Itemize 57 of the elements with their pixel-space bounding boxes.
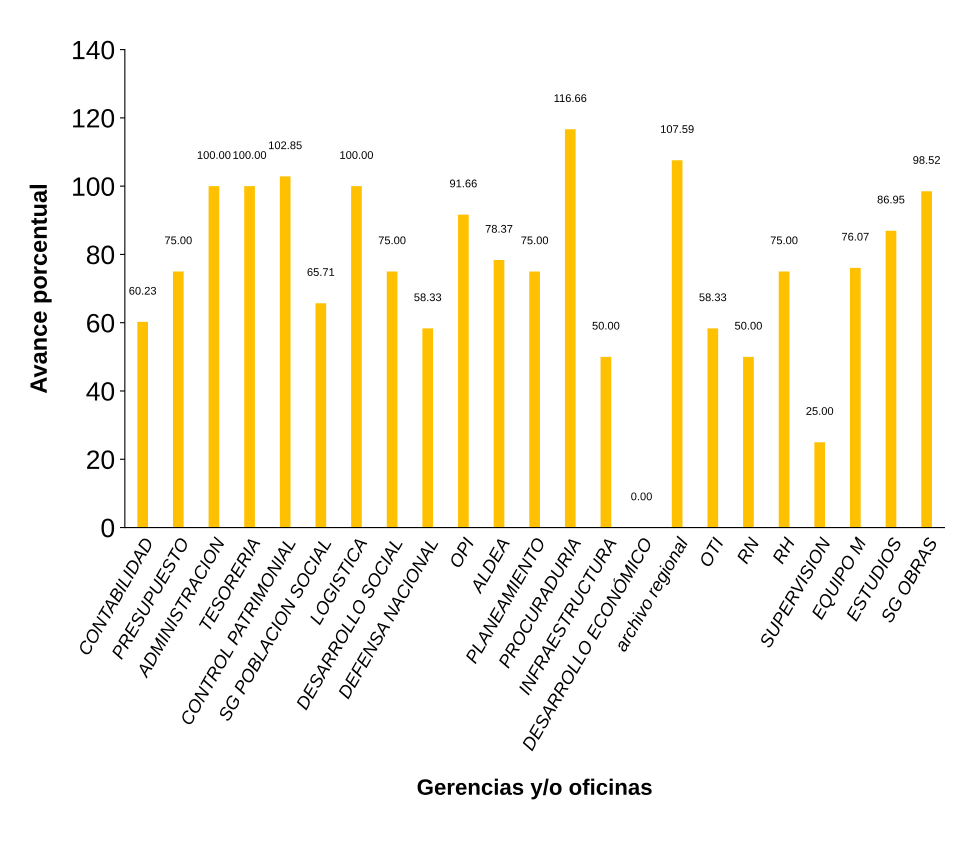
data-label: 100.00 bbox=[198, 151, 230, 159]
data-label: 107.59 bbox=[661, 125, 694, 134]
y-tick-label: 60 bbox=[87, 314, 114, 333]
bar bbox=[422, 328, 434, 528]
data-label: 0.00 bbox=[631, 492, 652, 500]
y-tick-label: 0 bbox=[101, 518, 114, 538]
bar bbox=[351, 186, 362, 528]
y-tick-label: 40 bbox=[86, 382, 114, 401]
data-label: 75.00 bbox=[164, 236, 192, 244]
x-axis-title: Gerencias y/o oficinas bbox=[418, 778, 652, 800]
bar bbox=[386, 271, 398, 528]
y-tick-label: 120 bbox=[73, 109, 114, 128]
data-label: 50.00 bbox=[592, 322, 620, 330]
bar bbox=[743, 356, 754, 528]
bar bbox=[850, 268, 861, 528]
y-tick-label: 20 bbox=[87, 450, 114, 470]
bar bbox=[208, 186, 220, 528]
data-label: 100.00 bbox=[340, 151, 374, 159]
bar bbox=[707, 328, 718, 528]
data-label: 58.33 bbox=[699, 293, 726, 302]
y-tick-label: 80 bbox=[86, 246, 114, 264]
bar bbox=[886, 230, 896, 528]
bar bbox=[529, 271, 540, 528]
data-label: 25.00 bbox=[806, 407, 834, 415]
data-label: 98.52 bbox=[913, 156, 940, 164]
data-label: 102.85 bbox=[269, 141, 302, 150]
bar bbox=[921, 191, 932, 528]
data-label: 76.07 bbox=[842, 232, 869, 241]
bar bbox=[280, 176, 291, 528]
data-label: 58.33 bbox=[414, 293, 442, 302]
data-label: 78.37 bbox=[486, 224, 512, 233]
bar bbox=[672, 160, 683, 528]
data-label: 100.00 bbox=[233, 151, 266, 159]
data-label: 91.66 bbox=[450, 180, 477, 188]
data-label: 65.71 bbox=[307, 268, 334, 276]
data-label: 75.00 bbox=[521, 236, 548, 244]
bar bbox=[315, 303, 326, 528]
x-tick-label: OTI bbox=[698, 536, 724, 568]
data-label: 116.66 bbox=[554, 94, 586, 102]
bar bbox=[778, 271, 790, 528]
data-label: 60.23 bbox=[129, 286, 156, 295]
bar bbox=[458, 214, 469, 528]
data-label: 50.00 bbox=[734, 322, 762, 330]
data-label: 75.00 bbox=[378, 236, 406, 244]
y-tick-label: 100 bbox=[73, 177, 114, 196]
y-axis-title: Avance porcentual bbox=[30, 185, 52, 394]
bar bbox=[494, 260, 504, 528]
bar bbox=[172, 271, 184, 528]
data-label: 86.95 bbox=[878, 196, 904, 204]
bar bbox=[814, 442, 826, 528]
x-tick-label: RN bbox=[736, 536, 760, 565]
data-label: 75.00 bbox=[770, 236, 798, 244]
bar bbox=[564, 129, 576, 528]
bar bbox=[600, 356, 612, 528]
bar bbox=[244, 186, 255, 528]
bar bbox=[137, 322, 148, 528]
y-tick-label: 140 bbox=[73, 40, 114, 60]
